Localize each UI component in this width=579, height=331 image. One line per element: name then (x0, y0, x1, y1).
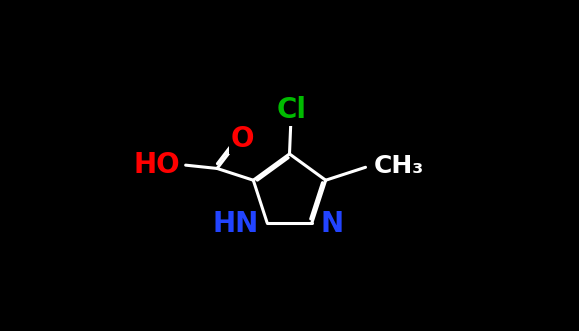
Text: CH₃: CH₃ (374, 154, 424, 178)
Text: HN: HN (212, 211, 259, 238)
Text: N: N (320, 211, 343, 238)
Text: O: O (231, 125, 254, 153)
Text: Cl: Cl (276, 96, 306, 124)
Text: HO: HO (133, 151, 179, 179)
